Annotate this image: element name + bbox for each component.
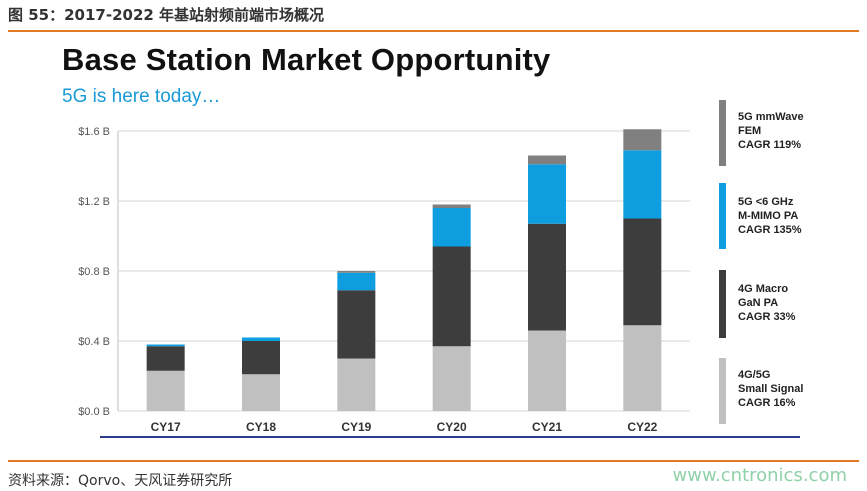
- bar-segment: [528, 155, 566, 165]
- x-axis-labels: CY17 CY18 CY19 CY20 CY21 CY22: [151, 420, 658, 434]
- legend-swatch: [719, 270, 726, 338]
- figure-caption: 图 55：2017-2022 年基站射频前端市场概况: [8, 6, 325, 24]
- legend-line: CAGR 33%: [738, 311, 796, 323]
- bar-segment: [242, 374, 280, 411]
- top-divider: [8, 30, 859, 32]
- legend-line: 5G mmWave: [738, 111, 804, 123]
- y-tick-label: $0.8 B: [78, 266, 110, 278]
- watermark: www.cntronics.com: [672, 465, 847, 486]
- legend-line: M-MIMO PA: [738, 210, 799, 222]
- bottom-divider: [8, 460, 859, 462]
- bar-segment: [242, 341, 280, 375]
- chart-subtitle: 5G is here today…: [62, 86, 221, 107]
- legend-line: Small Signal: [738, 383, 804, 395]
- y-tick-label: $1.2 B: [78, 196, 110, 208]
- legend-swatch: [719, 100, 726, 166]
- y-tick-label: $0.0 B: [78, 406, 110, 418]
- y-axis-ticks: $0.0 B $0.4 B $0.8 B $1.2 B $1.6 B: [78, 126, 110, 418]
- bar-segment: [432, 204, 471, 208]
- bar-segment: [146, 344, 185, 347]
- bar-segment: [337, 290, 376, 359]
- bar-segment: [528, 330, 566, 411]
- bar-segment: [337, 358, 376, 411]
- legend-line: 4G/5G: [738, 369, 771, 381]
- bar-segment: [432, 208, 471, 247]
- legend-label: 5G <6 GHz M-MIMO PA CAGR 135%: [738, 195, 802, 237]
- bar-segment: [146, 346, 185, 371]
- x-tick-label: CY20: [437, 420, 467, 434]
- x-tick-label: CY17: [151, 420, 181, 434]
- bar-segment: [432, 246, 471, 347]
- x-tick-label: CY22: [627, 420, 657, 434]
- y-tick-label: $0.4 B: [78, 336, 110, 348]
- grid-lines: [117, 130, 690, 412]
- bar-segment: [528, 164, 566, 224]
- chart-title: Base Station Market Opportunity: [62, 42, 551, 77]
- legend-line: CAGR 119%: [738, 139, 801, 151]
- bar-segment: [623, 218, 662, 326]
- x-tick-label: CY19: [341, 420, 371, 434]
- bar-segment: [623, 150, 662, 219]
- x-tick-label: CY21: [532, 420, 562, 434]
- legend-line: 5G <6 GHz: [738, 196, 794, 208]
- bar-segment: [623, 129, 662, 151]
- bars: [146, 129, 662, 411]
- source-note: 资料来源：Qorvo、天风证券研究所: [8, 473, 233, 489]
- legend-line: 4G Macro: [738, 283, 789, 295]
- legend-line: CAGR 16%: [738, 397, 796, 409]
- bar-segment: [337, 271, 376, 273]
- bar-segment: [146, 370, 185, 411]
- bar-segment: [432, 346, 471, 411]
- bar-segment: [337, 272, 376, 291]
- y-tick-label: $1.6 B: [78, 126, 110, 138]
- legend-swatch: [719, 183, 726, 249]
- legend-line: FEM: [738, 125, 762, 137]
- legend-label: 4G/5G Small Signal CAGR 16%: [738, 368, 803, 410]
- x-tick-label: CY18: [246, 420, 276, 434]
- legend-line: CAGR 135%: [738, 224, 802, 236]
- legend-line: GaN PA: [738, 297, 779, 309]
- legend-swatch: [719, 358, 726, 424]
- bar-segment: [528, 223, 566, 331]
- legend-label: 5G mmWave FEM CAGR 119%: [738, 110, 804, 152]
- bar-segment: [242, 337, 280, 341]
- legend-label: 4G Macro GaN PA CAGR 33%: [738, 282, 795, 324]
- bar-segment: [623, 325, 662, 411]
